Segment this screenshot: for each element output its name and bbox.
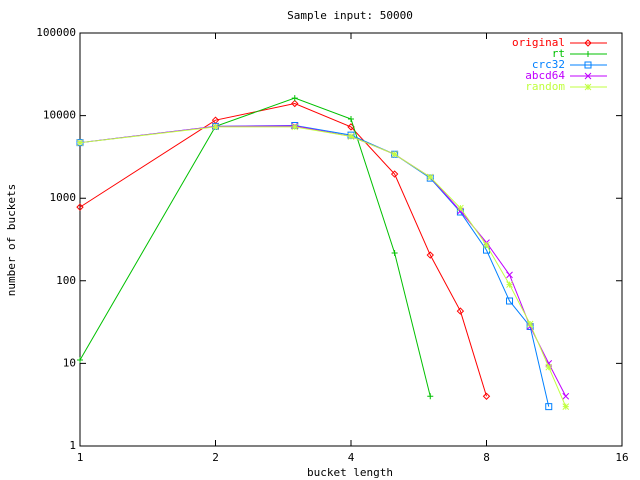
data-point xyxy=(291,95,298,102)
legend-label: crc32 xyxy=(532,58,565,71)
data-point xyxy=(562,403,570,410)
x-tick-label: 16 xyxy=(615,451,628,464)
data-point xyxy=(506,281,513,288)
legend-swatch xyxy=(570,51,607,57)
data-point xyxy=(391,250,398,257)
data-point xyxy=(545,403,553,411)
x-tick-label: 4 xyxy=(348,451,355,464)
data-point xyxy=(457,204,464,212)
data-point xyxy=(427,393,434,400)
y-tick-label: 10 xyxy=(63,356,76,369)
series-line xyxy=(79,124,550,407)
data-point xyxy=(526,320,534,328)
data-point xyxy=(483,241,490,249)
legend-label: rt xyxy=(552,47,565,60)
data-point xyxy=(211,116,220,124)
data-point xyxy=(506,271,513,279)
legend-swatch xyxy=(570,39,607,47)
x-tick-label: 8 xyxy=(483,451,490,464)
y-tick-label: 100000 xyxy=(36,26,76,39)
y-tick-label: 10000 xyxy=(43,109,76,122)
data-point xyxy=(347,133,355,140)
series-line xyxy=(79,103,487,397)
data-point xyxy=(212,123,219,131)
data-point xyxy=(426,173,434,181)
plot-frame xyxy=(79,32,623,447)
series-line xyxy=(79,97,431,397)
data-point xyxy=(291,123,299,131)
data-point xyxy=(348,115,354,122)
legend-swatch xyxy=(570,61,607,69)
data-point xyxy=(482,392,491,400)
data-point xyxy=(291,99,299,108)
data-point xyxy=(391,150,398,158)
legend-swatch xyxy=(570,72,607,80)
y-tick-label: 1000 xyxy=(50,191,77,204)
y-axis-label: number of buckets xyxy=(5,184,18,297)
series-line xyxy=(79,125,567,397)
y-tick-label: 100 xyxy=(56,274,76,287)
data-point xyxy=(562,392,570,400)
data-point xyxy=(456,307,465,315)
x-tick-label: 1 xyxy=(77,451,84,464)
chart-title: Sample input: 50000 xyxy=(287,9,413,22)
x-axis-label: bucket length xyxy=(307,466,393,479)
legend-label: original xyxy=(512,36,565,49)
data-point xyxy=(76,139,84,147)
data-point xyxy=(76,203,84,211)
x-tick-label: 2 xyxy=(212,451,219,464)
data-point xyxy=(390,170,399,178)
data-point xyxy=(76,139,84,147)
legend-label: random xyxy=(525,80,565,93)
y-tick-label: 1 xyxy=(69,439,76,452)
data-point xyxy=(545,363,553,371)
data-point xyxy=(426,251,434,259)
legend-label: abcd64 xyxy=(525,69,565,82)
legend-swatch xyxy=(570,83,607,91)
data-point xyxy=(506,297,514,305)
data-point xyxy=(77,356,83,363)
series-line xyxy=(79,126,567,407)
